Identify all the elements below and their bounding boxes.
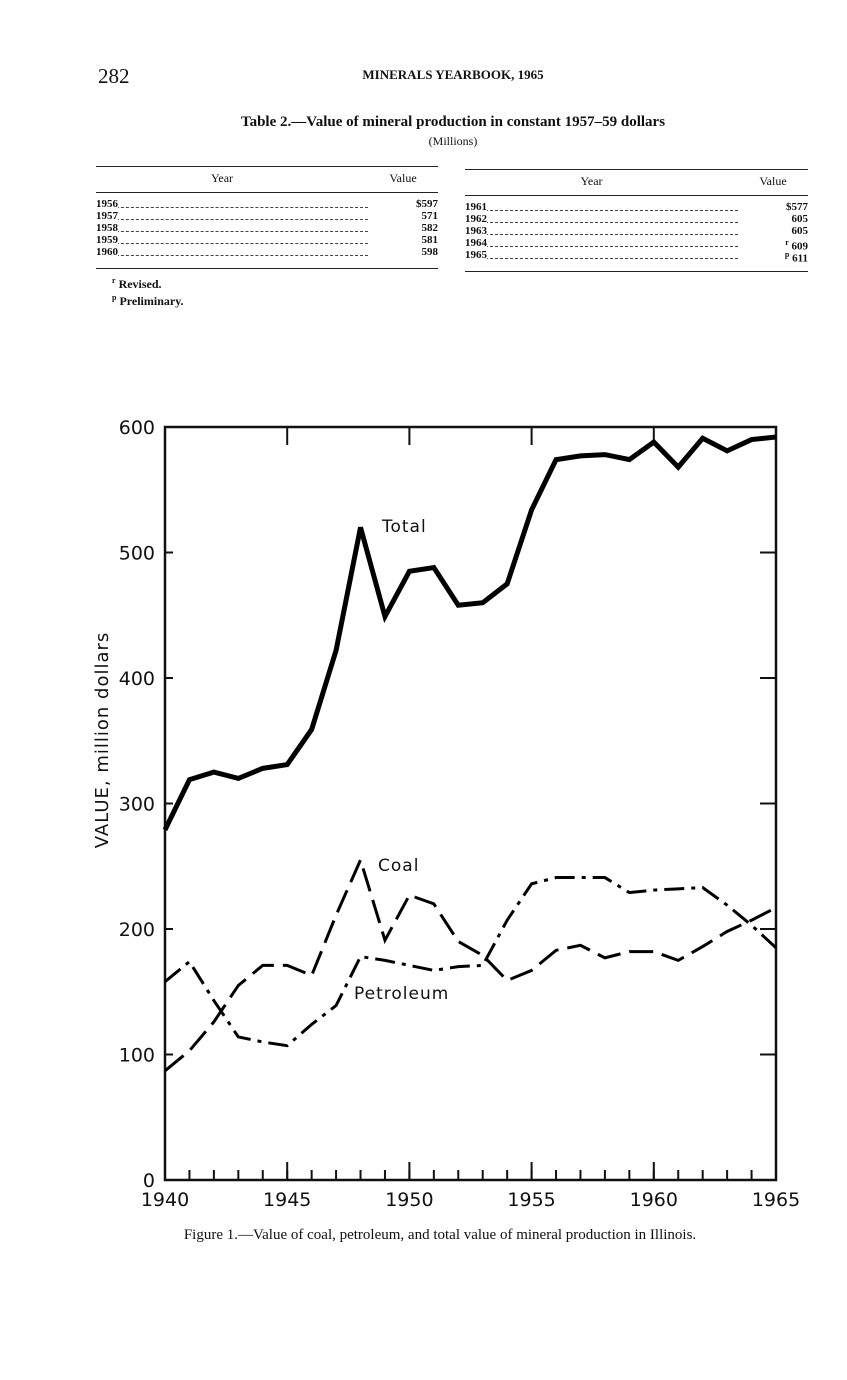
- series-label: Coal: [378, 856, 419, 876]
- year-cell: 1958: [96, 222, 368, 234]
- y-tick-label: 400: [119, 668, 155, 690]
- column-header: Year: [210, 171, 234, 185]
- year-cell: 1965: [465, 249, 738, 261]
- y-tick-label: 0: [143, 1170, 155, 1192]
- value-cell: 605: [768, 213, 809, 225]
- year-cell: 1961: [465, 201, 738, 213]
- x-tick-label: 1965: [752, 1189, 800, 1211]
- table-row: 1961 $577: [465, 201, 808, 213]
- rule: [465, 169, 808, 170]
- footnote-mark: p: [112, 293, 117, 302]
- table-row: 1960 598: [96, 246, 438, 258]
- table-row: 1957 571: [96, 210, 438, 222]
- y-axis-label: VALUE, million dollars: [92, 632, 113, 849]
- year-cell: 1964: [465, 237, 738, 249]
- rule: [96, 166, 438, 167]
- value-cell: p 611: [768, 249, 808, 265]
- value: 582: [421, 222, 439, 234]
- y-tick-label: 600: [119, 417, 155, 439]
- value: 609: [791, 240, 809, 253]
- value: 571: [421, 210, 439, 222]
- series-label: Petroleum: [354, 984, 449, 1004]
- year: 1961: [465, 201, 487, 213]
- figure-caption: Figure 1.—Value of coal, petroleum, and …: [183, 1227, 697, 1243]
- year-cell: 1962: [465, 213, 738, 225]
- footnotes: r Revised. p Preliminary.: [112, 274, 184, 308]
- value-cell: 571: [398, 210, 439, 222]
- year-cell: 1959: [96, 234, 368, 246]
- x-tick-label: 1960: [630, 1189, 678, 1211]
- year: 1956: [96, 198, 118, 210]
- value: 581: [421, 234, 439, 246]
- value: $577: [786, 201, 808, 213]
- table-row: 1959 581: [96, 234, 438, 246]
- y-tick-label: 100: [119, 1045, 155, 1067]
- year: 1962: [465, 213, 487, 225]
- x-tick-label: 1940: [141, 1189, 189, 1211]
- year-cell: 1963: [465, 225, 738, 237]
- year-cell: 1957: [96, 210, 368, 222]
- table-row: 1962 605: [465, 213, 808, 225]
- value: 598: [421, 246, 439, 258]
- column-header: Value: [389, 171, 417, 185]
- value-mark: r: [785, 238, 789, 247]
- year-cell: 1960: [96, 246, 368, 258]
- running-title: MINERALS YEARBOOK, 1965: [362, 67, 544, 82]
- year-cell: 1956: [96, 198, 368, 210]
- year: 1958: [96, 222, 118, 234]
- series-line: [164, 876, 778, 1048]
- table-row: 1958 582: [96, 222, 438, 234]
- y-tick-label: 200: [119, 919, 155, 941]
- table-subtitle: (Millions): [428, 134, 478, 148]
- value-cell: r 609: [768, 237, 808, 253]
- year: 1965: [465, 249, 487, 261]
- series-line: [162, 434, 777, 831]
- series-label: Total: [381, 517, 427, 537]
- column-header: Year: [580, 174, 603, 188]
- value: $597: [416, 198, 438, 210]
- y-tick-label: 300: [119, 794, 155, 816]
- value-cell: 581: [398, 234, 439, 246]
- rule: [96, 268, 438, 269]
- year: 1957: [96, 210, 118, 222]
- rule: [96, 192, 438, 193]
- table-title: Table 2.—Value of mineral production in …: [240, 114, 666, 130]
- page-number: 282: [98, 64, 130, 88]
- plot-frame: [163, 425, 778, 1182]
- footnote: r Revised.: [112, 274, 184, 291]
- table-row: 1956 $597: [96, 198, 438, 210]
- year: 1959: [96, 234, 118, 246]
- footnote: p Preliminary.: [112, 291, 184, 308]
- rule: [465, 271, 808, 272]
- table-row: 1963 605: [465, 225, 808, 237]
- year: 1964: [465, 237, 487, 249]
- year: 1963: [465, 225, 487, 237]
- footnote-mark: r: [112, 276, 116, 285]
- footnote-text: Revised.: [118, 277, 162, 291]
- value-cell: 598: [398, 246, 439, 258]
- table-row: 1964 r 609: [465, 237, 808, 253]
- value: 605: [791, 213, 809, 225]
- table-row: 1965 p 611: [465, 249, 808, 265]
- value: 605: [791, 225, 809, 237]
- value-cell: 582: [398, 222, 439, 234]
- footnote-text: Preliminary.: [119, 294, 184, 308]
- series-line: [164, 855, 777, 1072]
- x-tick-label: 1945: [263, 1189, 311, 1211]
- value: 611: [792, 252, 808, 265]
- year: 1960: [96, 246, 118, 258]
- x-tick-label: 1955: [507, 1189, 555, 1211]
- value-cell: $597: [398, 198, 438, 210]
- value-cell: 605: [768, 225, 809, 237]
- value-cell: $577: [768, 201, 808, 213]
- column-header: Value: [759, 174, 787, 188]
- rule: [465, 195, 808, 196]
- y-tick-label: 500: [119, 543, 155, 565]
- value-mark: p: [784, 250, 790, 259]
- x-tick-label: 1950: [385, 1189, 433, 1211]
